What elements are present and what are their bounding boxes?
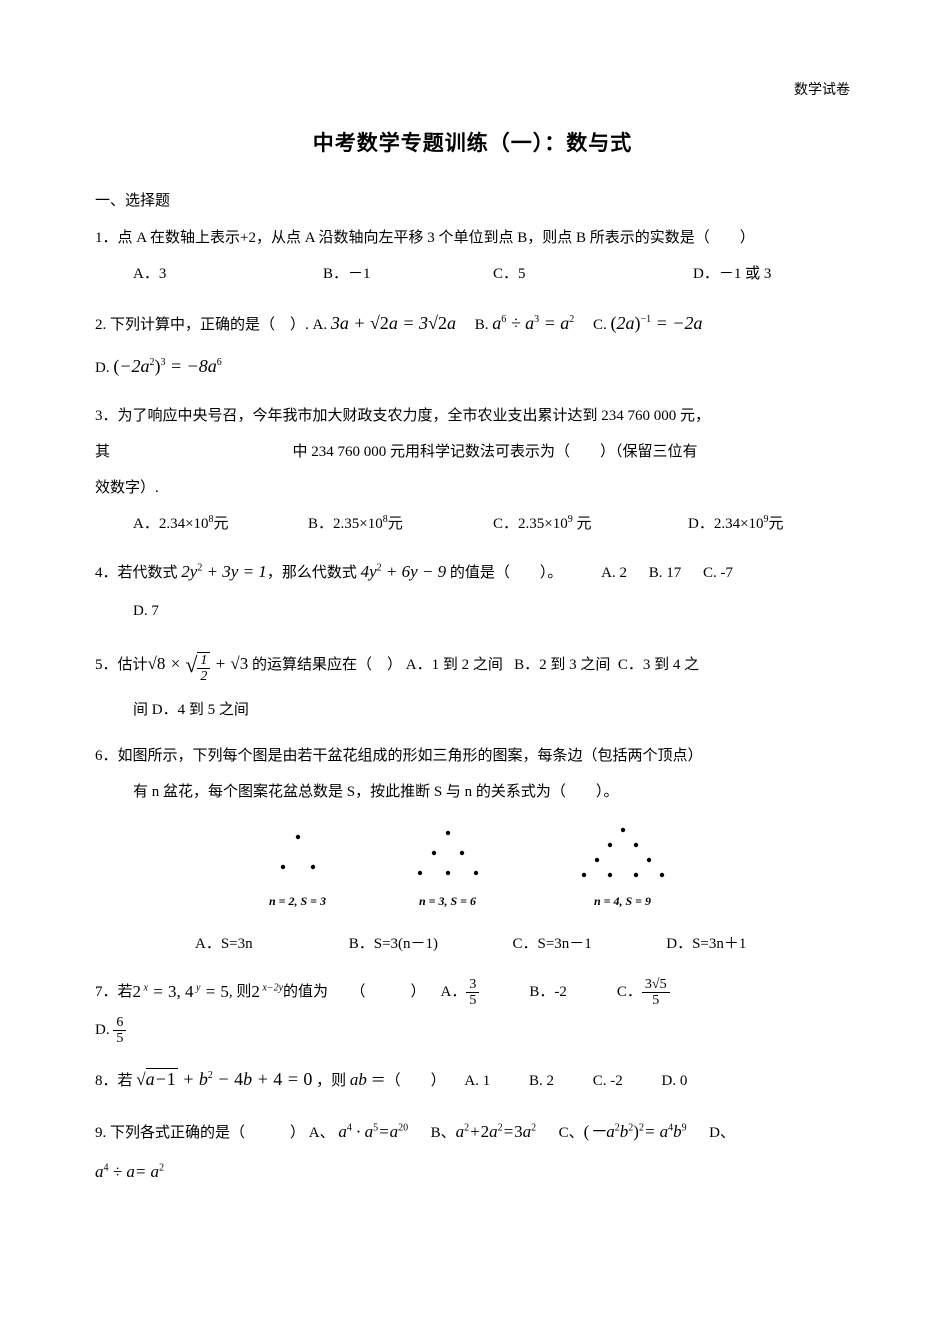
- q8-suffix: ＝（ ）: [371, 1073, 446, 1089]
- q6-fig2: n = 3, S = 6: [398, 825, 498, 916]
- q2-opt-b: B. a6 ÷ a3 = a2: [475, 317, 575, 333]
- q5-line1: 5．估计√8 × √12 + √3 的运算结果应在（ ） A．1 到 2 之间 …: [95, 639, 850, 692]
- q2-opt-d: D. (−2a2)3 = −8a6: [95, 360, 222, 376]
- question-3: 3．为了响应中央号召，今年我市加大财政支农力度，全市农业支出累计达到 234 7…: [95, 398, 850, 542]
- q4-mid: ，那么代数式: [267, 565, 361, 581]
- q4-suffix: 的值是（ ）。: [446, 565, 562, 581]
- q3-stem2a: 其: [95, 444, 110, 460]
- q3-stem2b: 中 234 760 000 元用科学记数法可表示为（ ）（保留三位有: [293, 444, 698, 460]
- q6-opt-c: C．S=3n－1: [513, 926, 663, 962]
- q6-cap2: n = 3, S = 6: [398, 887, 498, 916]
- q2-opt-c: C. (2a)−1 = −2a: [593, 317, 702, 333]
- q7-prefix: 7．若: [95, 974, 133, 1010]
- q7-opt-a: A．35: [441, 974, 480, 1010]
- question-4: 4．若代数式 2y2 + 3y = 1，那么代数式 4y2 + 6y − 9 的…: [95, 552, 850, 629]
- q8-opt-b: B. 2: [529, 1073, 554, 1089]
- q1-stem: 1．点 A 在数轴上表示+2，从点 A 沿数轴向左平移 3 个单位到点 B，则点…: [95, 220, 850, 256]
- q4-line2: D. 7: [95, 593, 850, 629]
- q5-opt-c: C．3 到 4 之: [618, 657, 699, 673]
- q2-line2: D. (−2a2)3 = −8a6: [95, 345, 850, 388]
- q9-line2: a4 ÷ a= a2: [95, 1152, 850, 1193]
- q3-opt-d: D．2.34×109元: [688, 506, 784, 542]
- q6-line2: 有 n 盆花，每个图案花盆总数是 S，按此推断 S 与 n 的关系式为（ ）。: [95, 774, 850, 810]
- q6-figures: n = 2, S = 3 n = 3, S = 6: [95, 825, 850, 916]
- q8-opt-c: C. -2: [593, 1073, 623, 1089]
- triangle-dots-1: [258, 825, 338, 885]
- q7-suffix: 的值为 （ ）: [283, 974, 426, 1010]
- q5-line2: 间 D．4 到 5 之间: [95, 692, 850, 728]
- q7-mid: , 则: [229, 974, 252, 1010]
- q5-opt-a: A．1 到 2 之间: [406, 657, 503, 673]
- q7-opt-b: B．-2: [529, 974, 567, 1010]
- q8-prefix: 8．若: [95, 1073, 136, 1089]
- q9-opt-c: C、(－a2b2)2= a4b9: [559, 1125, 687, 1141]
- q6-opt-a: A．S=3n: [195, 926, 345, 962]
- q9-opt-a: A、 a4 · a5=a20: [309, 1125, 408, 1141]
- q3-line2: 其 中 234 760 000 元用科学记数法可表示为（ ）（保留三位有: [95, 434, 850, 470]
- q9-stem: 9. 下列各式正确的是（ ）: [95, 1125, 305, 1141]
- q6-fig1: n = 2, S = 3: [258, 825, 338, 916]
- q9-opt-b: B、a2+2a2=3a2: [431, 1125, 536, 1141]
- q3-opt-c: C．2.35×109 元: [493, 506, 688, 542]
- question-2: 2. 下列计算中，正确的是（ ）. A. 3a + √2a = 3√2a B. …: [95, 302, 850, 388]
- q5-suffix: 的运算结果应在（ ）: [252, 657, 402, 673]
- q6-options: A．S=3n B．S=3(n－1) C．S=3n－1 D．S=3n＋1: [95, 926, 850, 962]
- triangle-dots-2: [398, 825, 498, 885]
- q8-opt-d: D. 0: [662, 1073, 688, 1089]
- q6-opt-d: D．S=3n＋1: [666, 926, 746, 962]
- q6-fig3: n = 4, S = 9: [558, 825, 688, 916]
- question-8: 8．若 √a−1 + b2 − 4b + 4 = 0 ，则 ab ＝（ ） A.…: [95, 1058, 850, 1101]
- q8-opt-a: A. 1: [464, 1073, 490, 1089]
- q1-opt-a: A．3: [133, 256, 323, 292]
- q1-opt-b: B．－1: [323, 256, 493, 292]
- q4-prefix: 4．若代数式: [95, 565, 181, 581]
- q7-line2: D. 65: [95, 1012, 850, 1048]
- q9-line1: 9. 下列各式正确的是（ ） A、 a4 · a5=a20 B、a2+2a2=3…: [95, 1112, 850, 1153]
- q1-opt-d: D．－1 或 3: [693, 256, 771, 292]
- question-6: 6．如图所示，下列每个图是由若干盆花组成的形如三角形的图案，每条边（包括两个顶点…: [95, 738, 850, 962]
- q8-line: 8．若 √a−1 + b2 − 4b + 4 = 0 ，则 ab ＝（ ） A.…: [95, 1058, 850, 1101]
- q5-opt-b: B．2 到 3 之间: [514, 657, 610, 673]
- q7-line1: 7．若 2 x = 3, 4 y = 5 , 则 2 x−2y 的值为 （ ） …: [95, 972, 850, 1013]
- q1-options: A．3 B．－1 C．5 D．－1 或 3: [95, 256, 850, 292]
- q3-options: A．2.34×108元 B．2.35×108元 C．2.35×109 元 D．2…: [95, 506, 850, 542]
- q4-line1: 4．若代数式 2y2 + 3y = 1，那么代数式 4y2 + 6y − 9 的…: [95, 552, 850, 593]
- triangle-dots-3: [558, 825, 688, 885]
- q1-opt-c: C．5: [493, 256, 693, 292]
- q7-opt-c: C．3√55: [617, 974, 670, 1010]
- q2-opt-a: A. 3a + √2a = 3√2a: [313, 317, 456, 333]
- question-1: 1．点 A 在数轴上表示+2，从点 A 沿数轴向左平移 3 个单位到点 B，则点…: [95, 220, 850, 292]
- q2-stem: 2. 下列计算中，正确的是（ ）.: [95, 317, 313, 333]
- header-label: 数学试卷: [794, 78, 850, 103]
- q3-opt-a: A．2.34×108元: [133, 506, 308, 542]
- q3-line3: 效数字）.: [95, 470, 850, 506]
- question-9: 9. 下列各式正确的是（ ） A、 a4 · a5=a20 B、a2+2a2=3…: [95, 1112, 850, 1194]
- page-title: 中考数学专题训练（一）：数与式: [95, 125, 850, 163]
- question-7: 7．若 2 x = 3, 4 y = 5 , 则 2 x−2y 的值为 （ ） …: [95, 972, 850, 1049]
- q2-line1: 2. 下列计算中，正确的是（ ）. A. 3a + √2a = 3√2a B. …: [95, 302, 850, 345]
- q8-mid: ，则: [316, 1073, 350, 1089]
- q6-line1: 6．如图所示，下列每个图是由若干盆花组成的形如三角形的图案，每条边（包括两个顶点…: [95, 738, 850, 774]
- q3-opt-b: B．2.35×108元: [308, 506, 493, 542]
- q9-opt-d: a4 ÷ a= a2: [95, 1165, 164, 1181]
- q9-opt-d-label: D、: [709, 1125, 735, 1141]
- q6-cap1: n = 2, S = 3: [258, 887, 338, 916]
- section-heading: 一、选择题: [95, 188, 850, 215]
- q4-opt-b: B. 17: [649, 565, 682, 581]
- q3-line1: 3．为了响应中央号召，今年我市加大财政支农力度，全市农业支出累计达到 234 7…: [95, 398, 850, 434]
- q4-opt-c: C. -7: [703, 565, 733, 581]
- q4-opt-a: A. 2: [601, 565, 627, 581]
- q6-opt-b: B．S=3(n－1): [349, 926, 509, 962]
- q5-prefix: 5．估计: [95, 657, 148, 673]
- q7-opt-d: D. 65: [95, 1022, 126, 1038]
- question-5: 5．估计√8 × √12 + √3 的运算结果应在（ ） A．1 到 2 之间 …: [95, 639, 850, 728]
- q6-cap3: n = 4, S = 9: [558, 887, 688, 916]
